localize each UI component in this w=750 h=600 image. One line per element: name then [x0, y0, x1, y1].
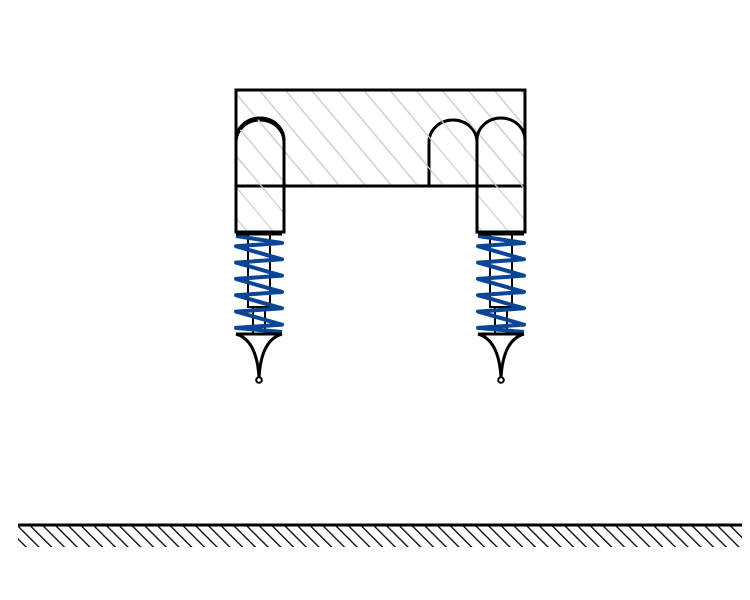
left-foot-tip [255, 376, 263, 384]
left-leg [234, 232, 284, 384]
legs-group [234, 232, 526, 384]
left-foot [235, 332, 283, 379]
right-leg-block [475, 116, 527, 234]
rigid-body [234, 88, 527, 234]
right-foot-tip [497, 376, 505, 384]
right-leg [476, 232, 526, 384]
left-leg-block [234, 116, 286, 234]
right-spring [476, 234, 526, 334]
left-spring [234, 234, 284, 334]
ground [18, 523, 742, 547]
ground-hatch [18, 525, 742, 547]
right-foot [477, 332, 525, 379]
